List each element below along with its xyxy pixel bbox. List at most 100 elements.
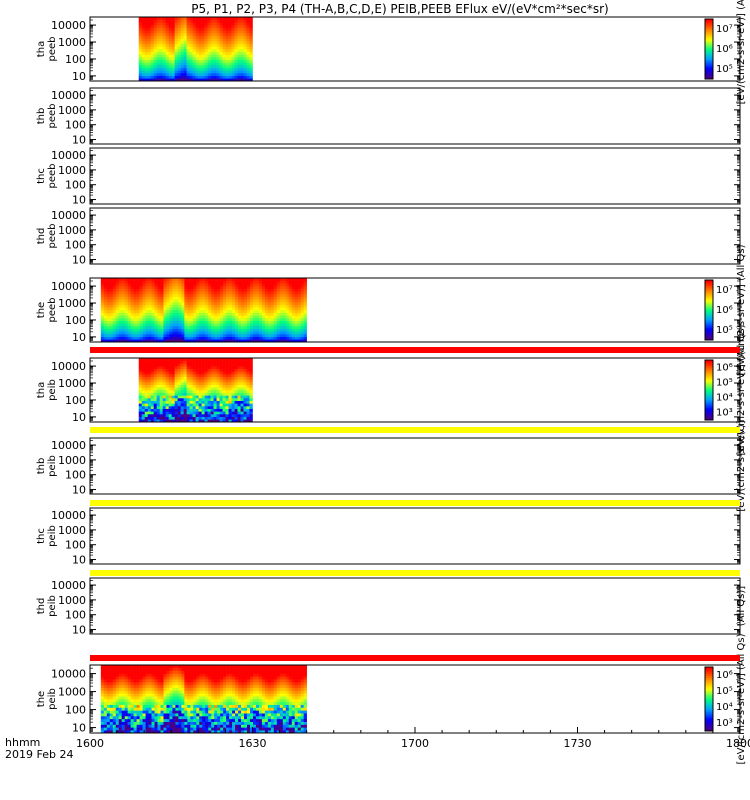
spectrogram-cell — [246, 360, 250, 364]
spectrogram-cell — [217, 283, 221, 287]
spectrogram-cell — [279, 286, 284, 289]
panel-label: peib — [47, 595, 58, 617]
spectrogram-cell — [103, 307, 108, 311]
spectrogram-cell — [169, 696, 173, 700]
spectrogram-cell — [177, 387, 181, 391]
spectrogram-cell — [159, 43, 163, 47]
spectrogram-cell — [261, 334, 266, 337]
spectrogram-cell — [148, 724, 152, 728]
spectrogram-cell — [174, 30, 178, 34]
spectrogram-cell — [138, 360, 143, 364]
panel-label: thc — [36, 168, 47, 184]
spectrogram-cell — [261, 312, 266, 316]
colorbar-cell — [705, 404, 713, 407]
spectrogram-cell — [151, 299, 155, 303]
spectrogram-cell — [192, 49, 196, 52]
spectrogram-cell — [172, 721, 176, 725]
spectrogram-cell — [204, 67, 208, 71]
spectrogram-cell — [106, 291, 111, 295]
spectrogram-cell — [106, 283, 111, 287]
spectrogram-cell — [225, 30, 229, 34]
spectrogram-cell — [144, 419, 149, 423]
spectrogram-cell — [246, 75, 250, 79]
spectrogram-cell — [169, 323, 173, 327]
spectrogram-cell — [201, 366, 205, 369]
spectrogram-cell — [144, 368, 149, 372]
spectrogram-cell — [115, 670, 120, 674]
spectrogram-cell — [258, 304, 263, 308]
spectrogram-cell — [213, 41, 217, 44]
spectrogram-cell — [165, 408, 169, 412]
spectrogram-cell — [198, 78, 202, 82]
spectrogram-cell — [183, 358, 187, 361]
spectrogram-cell — [267, 296, 272, 300]
spectrogram-cell — [219, 46, 223, 50]
spectrogram-cell — [234, 368, 238, 372]
spectrogram-cell — [171, 360, 175, 364]
spectrogram-cell — [124, 312, 128, 316]
spectrogram-cell — [237, 368, 241, 372]
spectrogram-cell — [279, 331, 284, 335]
spectrogram-cell — [124, 328, 128, 332]
spectrogram-cell — [267, 315, 272, 319]
spectrogram-cell — [208, 307, 212, 311]
spectrogram-cell — [222, 374, 226, 377]
spectrogram-cell — [235, 286, 239, 289]
spectrogram-cell — [201, 400, 205, 404]
spectrogram-cell — [112, 304, 117, 308]
spectrogram-cell — [241, 339, 245, 343]
spectrogram-cell — [109, 291, 114, 295]
spectrogram-cell — [237, 419, 241, 423]
spectrogram-cell — [249, 35, 253, 39]
spectrogram-cell — [210, 382, 214, 385]
spectrogram-cell — [106, 713, 111, 717]
spectrogram-cell — [273, 315, 278, 319]
spectrogram-cell — [187, 713, 191, 717]
spectrogram-cell — [145, 682, 149, 686]
colorbar-cell — [705, 294, 713, 297]
spectrogram-cell — [177, 408, 181, 412]
spectrogram-cell — [144, 19, 149, 23]
spectrogram-cell — [190, 296, 194, 300]
spectrogram-cell — [211, 328, 215, 332]
spectrogram-cell — [109, 718, 114, 722]
spectrogram-cell — [156, 414, 160, 417]
spectrogram-cell — [109, 699, 114, 703]
spectrogram-cell — [207, 416, 211, 420]
spectrogram-cell — [184, 721, 188, 725]
spectrogram-cell — [151, 280, 155, 284]
spectrogram-cell — [226, 326, 230, 329]
spectrogram-cell — [189, 70, 193, 74]
spectrogram-cell — [169, 310, 173, 313]
spectrogram-cell — [294, 288, 299, 292]
spectrogram-cell — [210, 65, 214, 68]
spectrogram-cell — [210, 19, 214, 23]
spectrogram-cell — [162, 358, 166, 361]
colorbar-cell — [705, 290, 713, 293]
spectrogram-cell — [145, 286, 149, 289]
spectrogram-cell — [240, 398, 244, 401]
spectrogram-cell — [147, 416, 152, 420]
spectrogram-cell — [244, 280, 248, 284]
spectrogram-cell — [136, 336, 140, 340]
spectrogram-cell — [180, 75, 184, 79]
spectrogram-cell — [204, 33, 208, 36]
spectrogram-cell — [141, 17, 146, 20]
spectrogram-cell — [219, 65, 223, 68]
spectrogram-cell — [177, 395, 181, 399]
spectrogram-cell — [232, 283, 236, 287]
spectrogram-cell — [115, 696, 120, 700]
spectrogram-cell — [159, 65, 163, 68]
spectrogram-cell — [232, 323, 236, 327]
spectrogram-cell — [151, 713, 155, 717]
spectrogram-cell — [258, 299, 263, 303]
spectrogram-cell — [231, 387, 235, 391]
spectrogram-cell — [180, 67, 184, 71]
spectrogram-cell — [103, 288, 108, 292]
spectrogram-cell — [156, 358, 160, 361]
spectrogram-cell — [285, 291, 290, 295]
spectrogram-cell — [235, 278, 239, 281]
spectrogram-cell — [133, 665, 137, 669]
spectrogram-cell — [144, 62, 149, 66]
spectrogram-cell — [178, 302, 182, 305]
